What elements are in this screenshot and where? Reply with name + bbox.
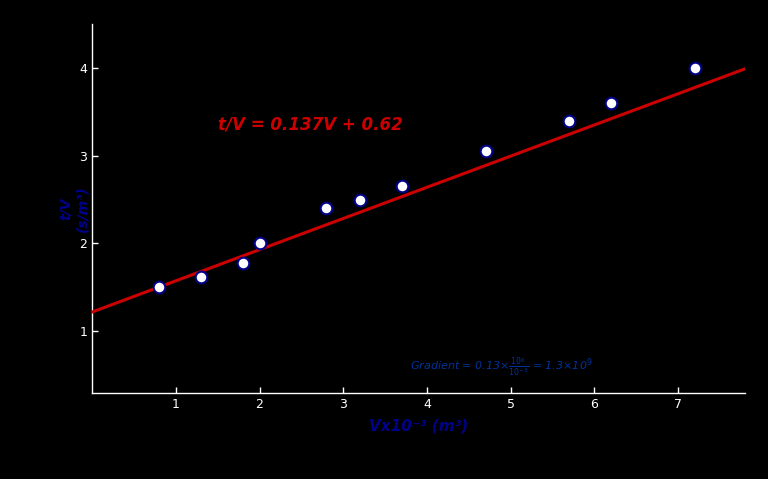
Point [396,182,408,190]
Y-axis label: t/V
(s/m³): t/V (s/m³) [59,185,89,232]
X-axis label: Vx10⁻³ (m³): Vx10⁻³ (m³) [369,419,468,434]
Text: t/V = 0.137V + 0.62: t/V = 0.137V + 0.62 [217,115,402,133]
Point [253,240,266,247]
Text: Gradient = 0.13$\times\frac{10^{6}}{10^{-3}}$ = 1.3$\times$10$^{9}$: Gradient = 0.13$\times\frac{10^{6}}{10^{… [410,357,593,378]
Point [237,259,249,267]
Point [563,117,575,125]
Point [153,284,165,291]
Point [320,205,333,212]
Point [605,99,617,107]
Point [195,273,207,281]
Point [479,148,492,155]
Point [354,196,366,204]
Point [689,64,701,72]
